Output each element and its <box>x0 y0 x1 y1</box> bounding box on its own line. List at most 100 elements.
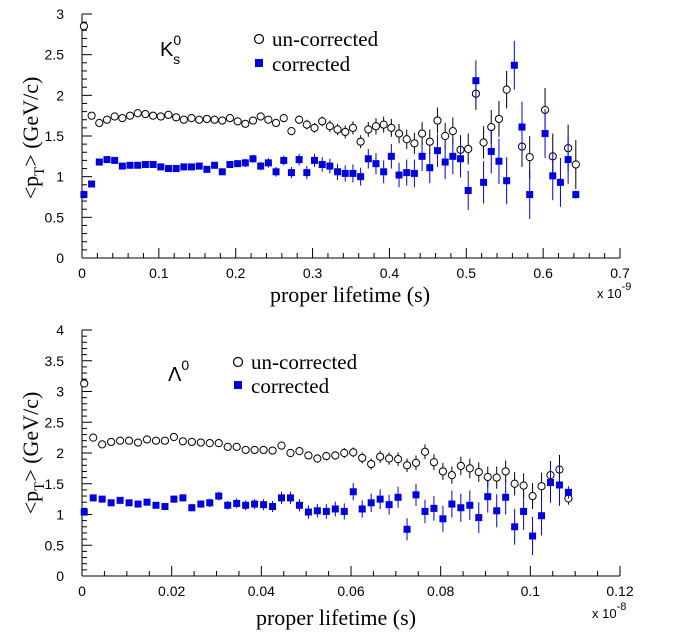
data-point <box>125 499 133 507</box>
data-point <box>493 507 501 515</box>
data-point <box>226 160 234 168</box>
tick-marks <box>81 329 621 577</box>
data-point <box>433 116 442 125</box>
data-point <box>107 499 115 507</box>
data-point <box>241 119 250 128</box>
data-point <box>385 454 394 463</box>
data-point <box>250 445 259 455</box>
data-point <box>179 115 188 124</box>
y-tick-label: 0 <box>56 568 64 584</box>
data-point <box>448 127 457 136</box>
data-point <box>241 445 250 455</box>
data-point <box>80 508 88 516</box>
x-tick-label: 0.2 <box>226 265 246 281</box>
data-point <box>313 507 321 515</box>
data-point <box>464 186 472 194</box>
data-point <box>169 432 179 442</box>
data-point <box>126 161 134 169</box>
data-point <box>429 458 439 467</box>
data-point <box>80 191 88 199</box>
legend-marker-corrected <box>255 59 263 67</box>
data-point <box>188 163 196 171</box>
data-point <box>325 122 334 131</box>
data-point <box>537 482 546 491</box>
y-tick-labels: 0 0.5 1 1.5 2 2.5 3 3.5 4 <box>45 322 65 584</box>
data-point <box>556 178 564 186</box>
data-point <box>526 191 534 199</box>
legend-label-corrected: corrected <box>272 52 351 76</box>
data-point <box>341 127 350 137</box>
data-point <box>134 161 142 169</box>
data-point <box>340 507 348 515</box>
data-point <box>519 481 528 490</box>
data-point <box>318 160 326 168</box>
data-point <box>141 109 150 119</box>
y-axis-title: <pT> (GeV/c) <box>18 77 48 200</box>
data-point <box>242 501 250 509</box>
x-tick-label: 0 <box>78 265 86 281</box>
x-tick-labels: 0 0.02 0.04 0.06 0.08 0.1 0.12 <box>78 583 634 599</box>
data-point <box>358 453 367 463</box>
data-point <box>367 459 376 469</box>
y-tick-label: 3 <box>56 384 64 400</box>
series-corrected <box>80 40 580 219</box>
x-tick-label: 0.12 <box>606 583 633 599</box>
data-point <box>118 114 127 123</box>
data-point <box>379 120 388 129</box>
data-point <box>387 123 396 132</box>
x-tick-label: 0 <box>78 583 86 599</box>
data-point <box>196 438 205 447</box>
data-point <box>241 159 249 167</box>
data-point <box>157 163 165 171</box>
data-point <box>272 168 280 176</box>
data-point <box>195 162 203 170</box>
data-point <box>116 436 125 445</box>
legend-label-corrected: corrected <box>251 374 330 398</box>
data-point <box>475 514 483 522</box>
data-point <box>278 494 286 502</box>
x-tick-label: 0.06 <box>337 583 364 599</box>
data-point <box>234 160 242 168</box>
data-point <box>367 499 375 507</box>
data-point <box>525 153 534 162</box>
data-point <box>349 448 358 457</box>
data-point <box>195 115 204 124</box>
data-point <box>180 163 188 171</box>
particle-label: K0 s <box>160 32 181 67</box>
data-point <box>179 494 187 502</box>
data-point <box>256 112 265 121</box>
data-point <box>418 152 426 160</box>
data-point <box>502 85 511 94</box>
y-tick-label: 1 <box>56 507 64 523</box>
data-point <box>80 379 89 388</box>
data-point <box>211 161 219 169</box>
data-point <box>210 115 219 124</box>
y-tick-label: 2 <box>56 445 64 461</box>
data-point <box>233 117 242 126</box>
data-point <box>257 162 265 170</box>
data-point <box>141 160 149 168</box>
legend-label-un-corrected: un-corrected <box>251 350 358 374</box>
y-tick-label: 2.5 <box>45 47 65 63</box>
legend: un-corrected corrected <box>253 27 379 76</box>
x-tick-label: 0.4 <box>380 265 400 281</box>
data-point <box>426 164 434 172</box>
data-point <box>484 493 492 501</box>
data-point <box>295 501 303 509</box>
data-point <box>172 165 180 173</box>
data-point <box>503 177 511 185</box>
data-point <box>218 168 226 176</box>
data-point <box>178 437 187 446</box>
data-point <box>248 116 258 125</box>
data-point <box>480 178 488 186</box>
data-point <box>410 139 419 148</box>
data-point <box>441 158 449 166</box>
data-point <box>510 61 518 69</box>
data-point <box>358 505 366 513</box>
data-point <box>487 147 495 155</box>
data-point <box>89 494 97 502</box>
data-point <box>457 504 465 512</box>
data-point <box>313 454 322 463</box>
y-tick-label: 3.5 <box>45 353 65 369</box>
data-point <box>538 512 546 520</box>
